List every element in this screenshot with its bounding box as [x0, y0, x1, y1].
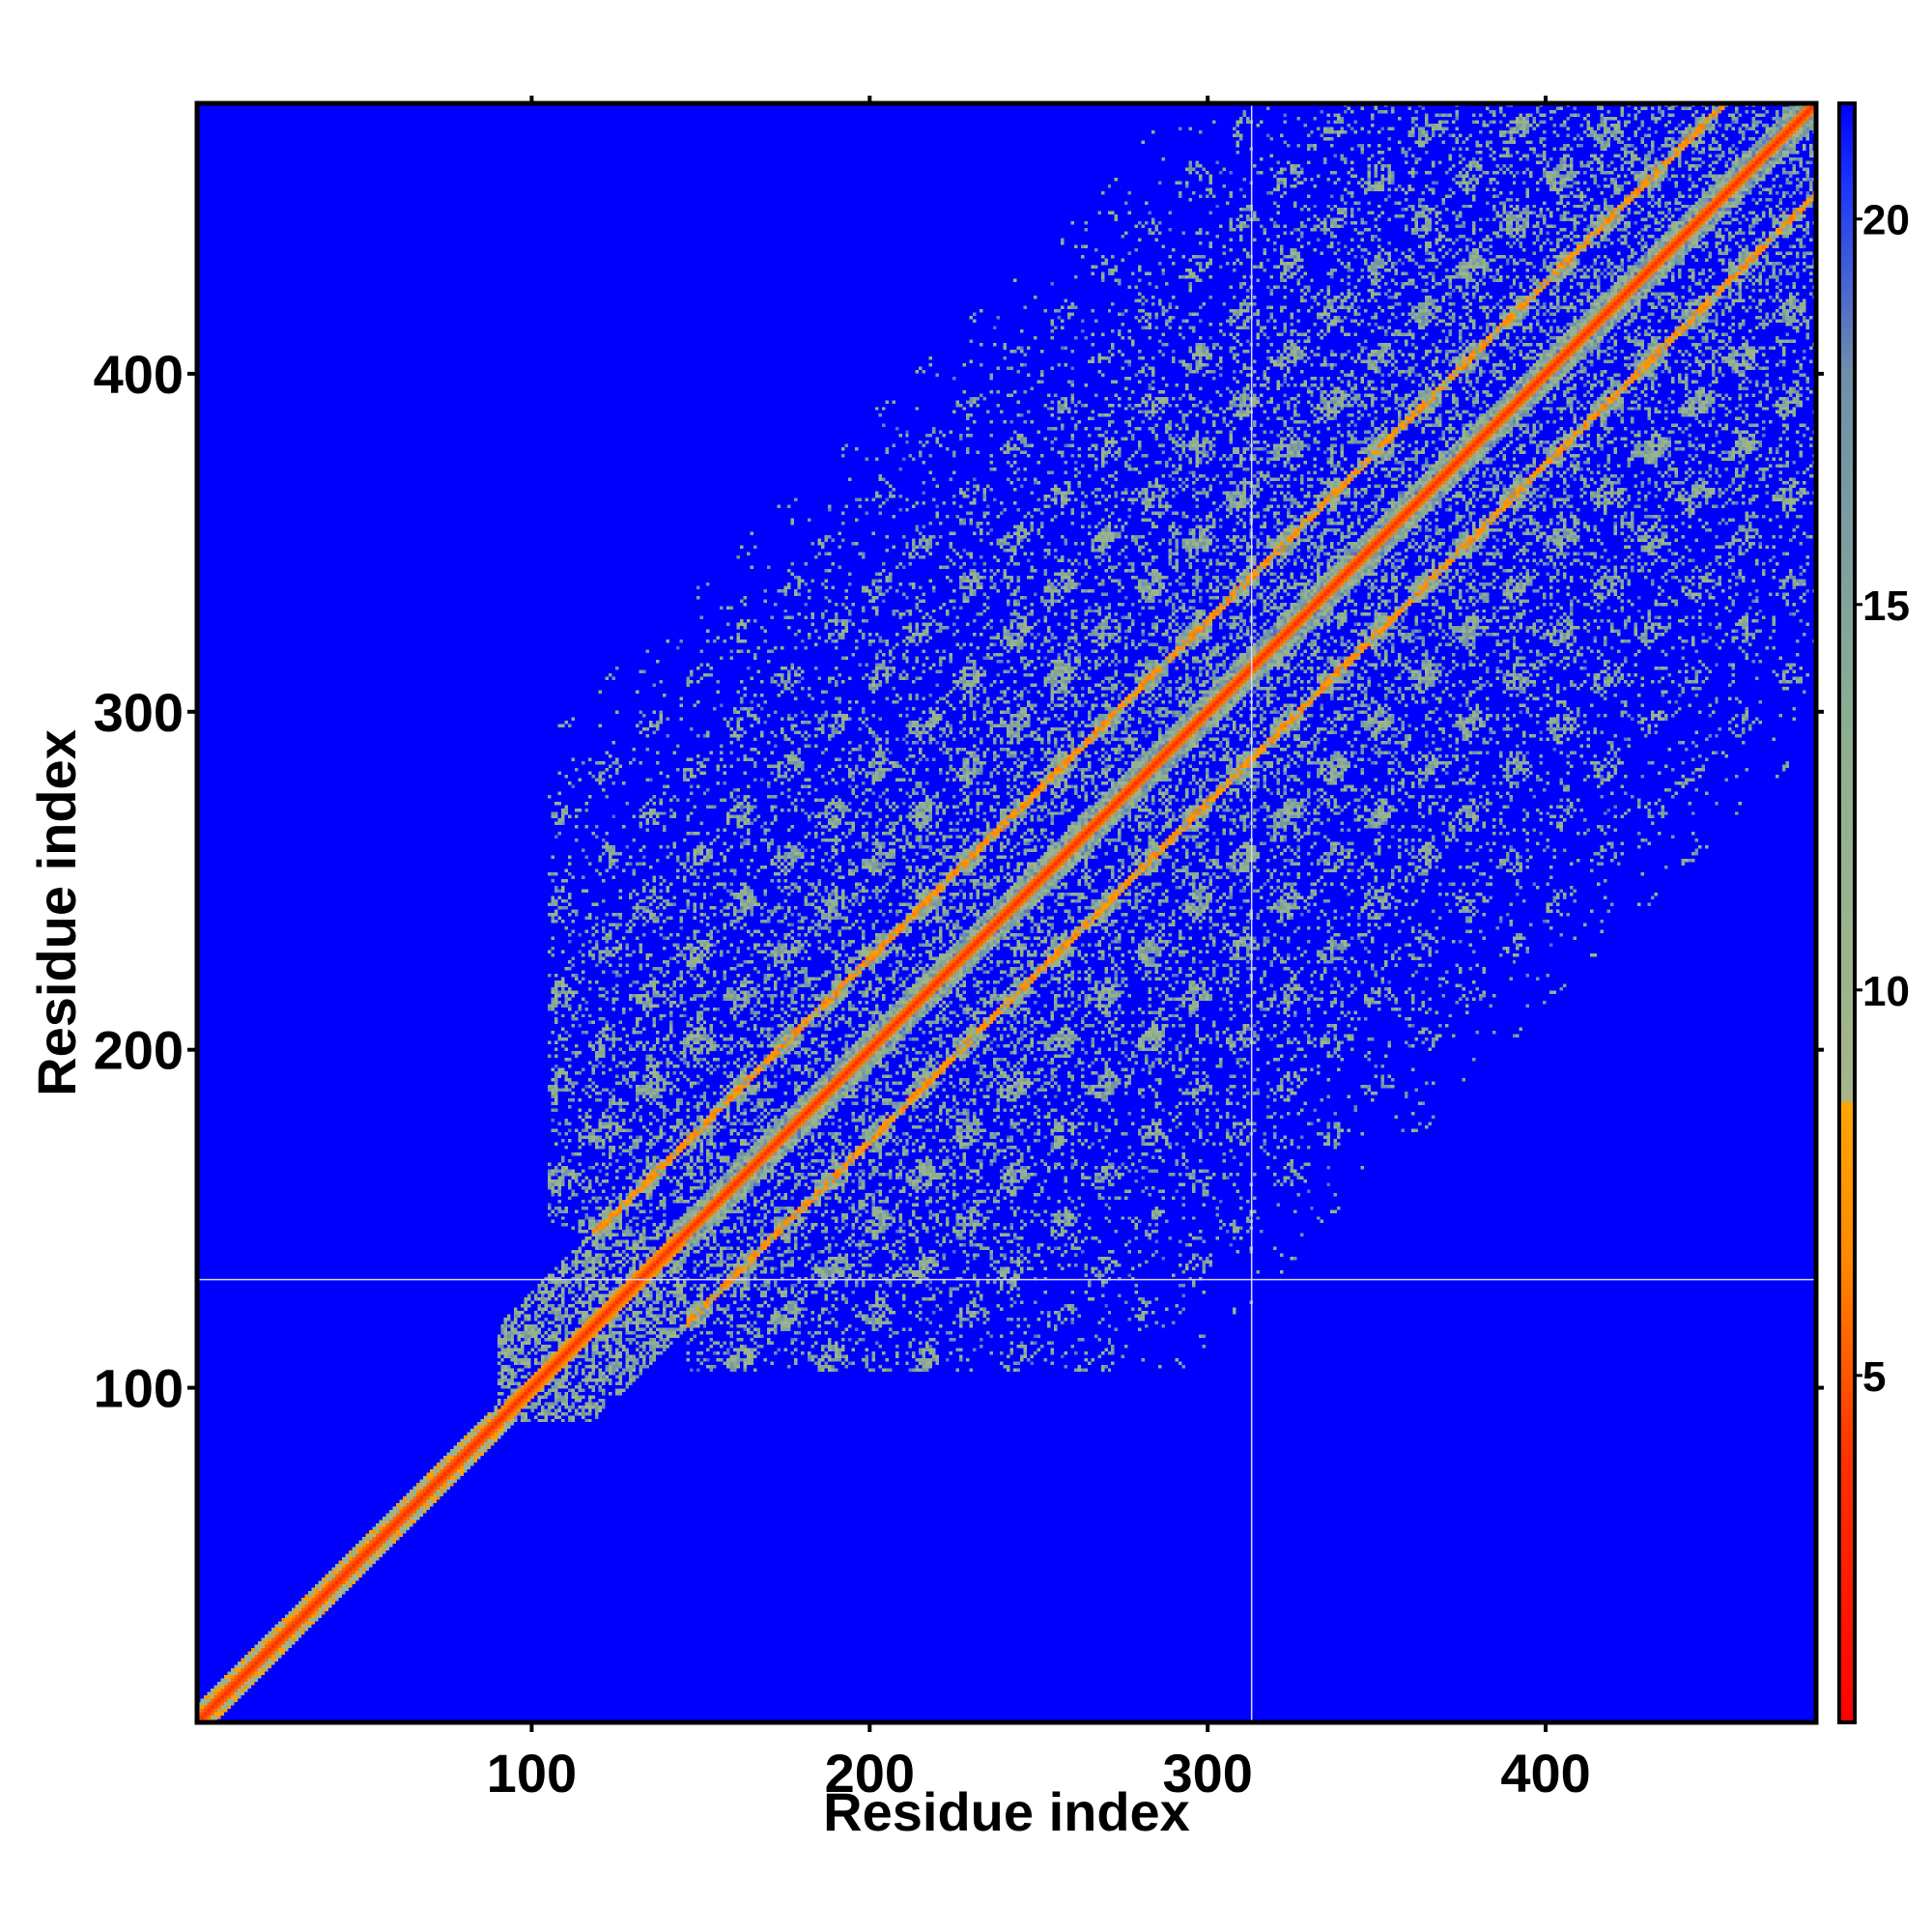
x-tick-label: 200 — [825, 1743, 915, 1804]
plot-frame — [194, 100, 1819, 1725]
colorbar: 5 10 15 20 — [1837, 101, 1910, 1724]
plot-area — [194, 100, 1819, 1725]
heatmap-image — [197, 103, 1816, 1722]
colorbar-frame — [1837, 101, 1857, 1724]
x-tick-label: 100 — [487, 1743, 577, 1804]
colorbar-tick-label: 20 — [1862, 197, 1910, 244]
y-axis: 100 200 300 400 — [94, 344, 1824, 1419]
colorbar-tick-label: 5 — [1862, 1353, 1886, 1401]
y-tick-label: 400 — [94, 344, 184, 405]
x-tick-label: 400 — [1500, 1743, 1590, 1804]
y-tick-label: 200 — [94, 1020, 184, 1081]
colorbar-ticks: 5 10 15 20 — [1855, 197, 1910, 1401]
y-tick-label: 300 — [94, 682, 184, 743]
x-axis: 100 200 300 400 — [487, 96, 1591, 1804]
x-axis-title: Residue index — [823, 1781, 1190, 1842]
y-tick-label: 100 — [94, 1358, 184, 1419]
colorbar-tick-label: 15 — [1862, 582, 1910, 630]
x-tick-label: 300 — [1162, 1743, 1252, 1804]
colorbar-gradient — [1839, 103, 1855, 1722]
y-axis-title: Residue index — [26, 729, 87, 1096]
colorbar-tick-label: 10 — [1862, 968, 1910, 1015]
